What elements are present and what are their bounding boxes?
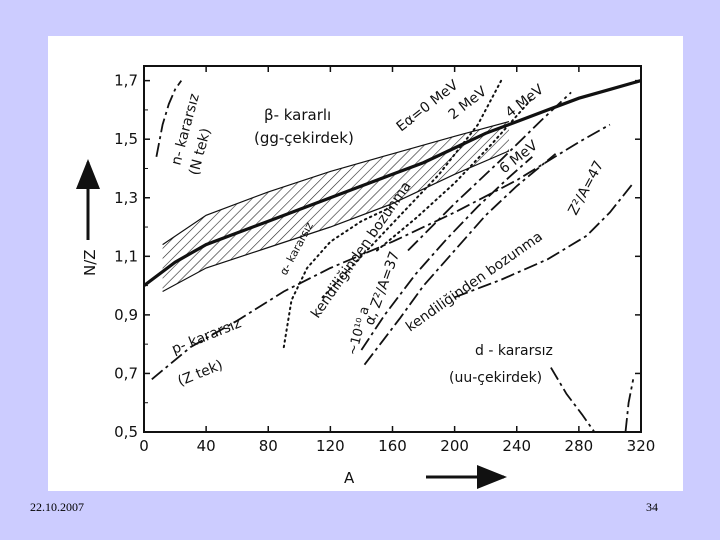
- series-d-unstable: [550, 367, 596, 433]
- slide-date: 22.10.2007: [30, 500, 84, 514]
- x-tick-label: 200: [440, 437, 469, 455]
- series-n-unstable: [155, 80, 183, 157]
- alpha-energy-4-label: 4 MeV: [503, 81, 548, 121]
- x-tick-label: 280: [565, 437, 594, 455]
- series-4MeV: [407, 91, 572, 252]
- series-stability: [143, 79, 642, 287]
- y-tick-label: 0,7: [114, 364, 138, 382]
- series-2MeV: [376, 97, 534, 252]
- d-unstable-label: d - kararsız: [475, 343, 553, 359]
- d-unstable-sublabel: (uu-çekirdek): [449, 370, 542, 386]
- spontaneous-fission-condition-2: Z²/A=47: [565, 158, 607, 218]
- y-tick-label: 1,1: [114, 247, 138, 265]
- y-tick-label: 0,9: [114, 306, 138, 324]
- series-group: [143, 79, 642, 433]
- beta-stable-sublabel: (gg-çekirdek): [254, 129, 354, 147]
- series-6MeV: [363, 153, 557, 366]
- x-tick-label: 320: [627, 437, 656, 455]
- series-d-unstable-2: [624, 379, 635, 433]
- series-spontaneous-47: [454, 182, 634, 299]
- axes: [143, 65, 642, 433]
- p-unstable-sublabel: (Z tek): [176, 357, 226, 390]
- y-tick-label: 1,5: [114, 130, 138, 148]
- x-tick-label: 80: [259, 437, 278, 455]
- slide-page-number: 34: [646, 500, 658, 514]
- p-unstable-label: p- kararsız: [170, 315, 244, 357]
- x-tick-label: 120: [316, 437, 345, 455]
- series-alpha-unstable: [282, 205, 394, 349]
- chart-figure: 0 40 80 120 160 200 240 280 320 0,5 0,7 0,9 1,1 1,3 1,…: [48, 36, 683, 491]
- spontaneous-fission-time-1: ~10¹⁰ a: [345, 305, 372, 357]
- beta-stable-label: β- kararlı: [264, 106, 331, 124]
- x-tick-label: 240: [502, 437, 531, 455]
- tick-labels: 0 40 80 120 160 200 240 280 320 0,5 0,7 0,9 1,1 1,3 1,…: [114, 72, 655, 455]
- x-tick-label: 40: [197, 437, 216, 455]
- spontaneous-fission-label-2: kendiliğinden bozunma: [403, 229, 546, 336]
- x-tick-label: 0: [139, 437, 149, 455]
- x-tick-label: 160: [378, 437, 407, 455]
- y-tick-label: 1,7: [114, 72, 138, 90]
- series-spontaneous-37: [360, 156, 533, 351]
- series-band-upper: [162, 121, 510, 246]
- nuclear-stability-chart: 0 40 80 120 160 200 240 280 320 0,5 0,7 0,9 1,1 1,3 1,…: [76, 65, 655, 489]
- y-tick-label: 0,5: [114, 423, 138, 441]
- y-tick-label: 1,3: [114, 189, 138, 207]
- series-band-lower: [162, 150, 510, 293]
- x-axis-label: A: [344, 469, 355, 487]
- y-axis-label: N/Z: [81, 249, 99, 276]
